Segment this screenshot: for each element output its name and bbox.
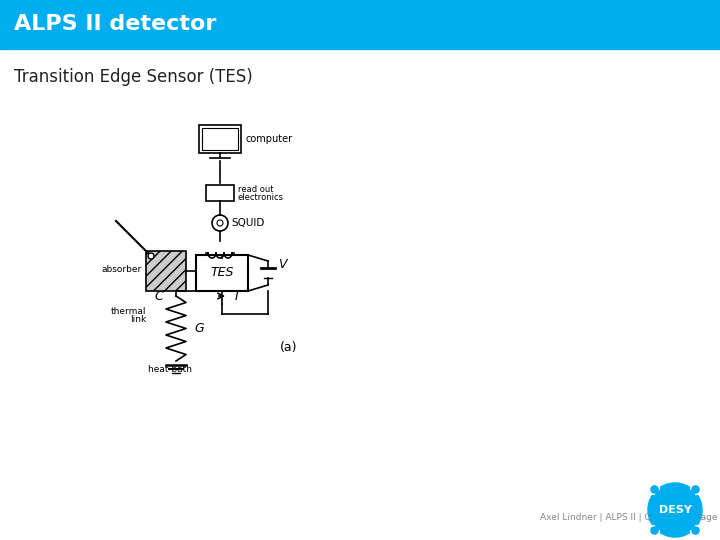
Circle shape bbox=[649, 484, 660, 495]
Circle shape bbox=[148, 253, 154, 259]
Text: (a): (a) bbox=[280, 341, 297, 354]
Text: $I$: $I$ bbox=[234, 291, 239, 303]
Text: $G$: $G$ bbox=[194, 321, 205, 334]
Circle shape bbox=[651, 486, 699, 534]
Text: computer: computer bbox=[245, 134, 292, 144]
Bar bbox=[196, 255, 248, 291]
Text: read out: read out bbox=[238, 186, 274, 194]
Text: link: link bbox=[130, 315, 146, 325]
Bar bbox=[0, 0, 720, 49]
Bar bbox=[146, 251, 186, 291]
Bar bbox=[202, 128, 238, 150]
Circle shape bbox=[649, 525, 660, 536]
Text: TES: TES bbox=[210, 267, 234, 280]
Text: heat bath: heat bath bbox=[148, 366, 192, 375]
Bar bbox=[206, 185, 234, 201]
Text: Axel Lindner | ALPS II | QED VMB | Page 38: Axel Lindner | ALPS II | QED VMB | Page … bbox=[540, 514, 720, 523]
Text: $V$: $V$ bbox=[278, 259, 289, 272]
Text: $C$: $C$ bbox=[154, 289, 165, 302]
Bar bbox=[199, 125, 241, 153]
Text: Transition Edge Sensor (TES): Transition Edge Sensor (TES) bbox=[14, 68, 253, 86]
Circle shape bbox=[690, 525, 701, 536]
Circle shape bbox=[690, 484, 701, 495]
Text: thermal: thermal bbox=[110, 307, 146, 315]
Text: electronics: electronics bbox=[238, 193, 284, 202]
Text: ALPS II detector: ALPS II detector bbox=[14, 14, 217, 35]
Text: absorber: absorber bbox=[102, 265, 142, 273]
Text: DESY: DESY bbox=[659, 505, 691, 515]
Text: SQUID: SQUID bbox=[231, 218, 264, 228]
